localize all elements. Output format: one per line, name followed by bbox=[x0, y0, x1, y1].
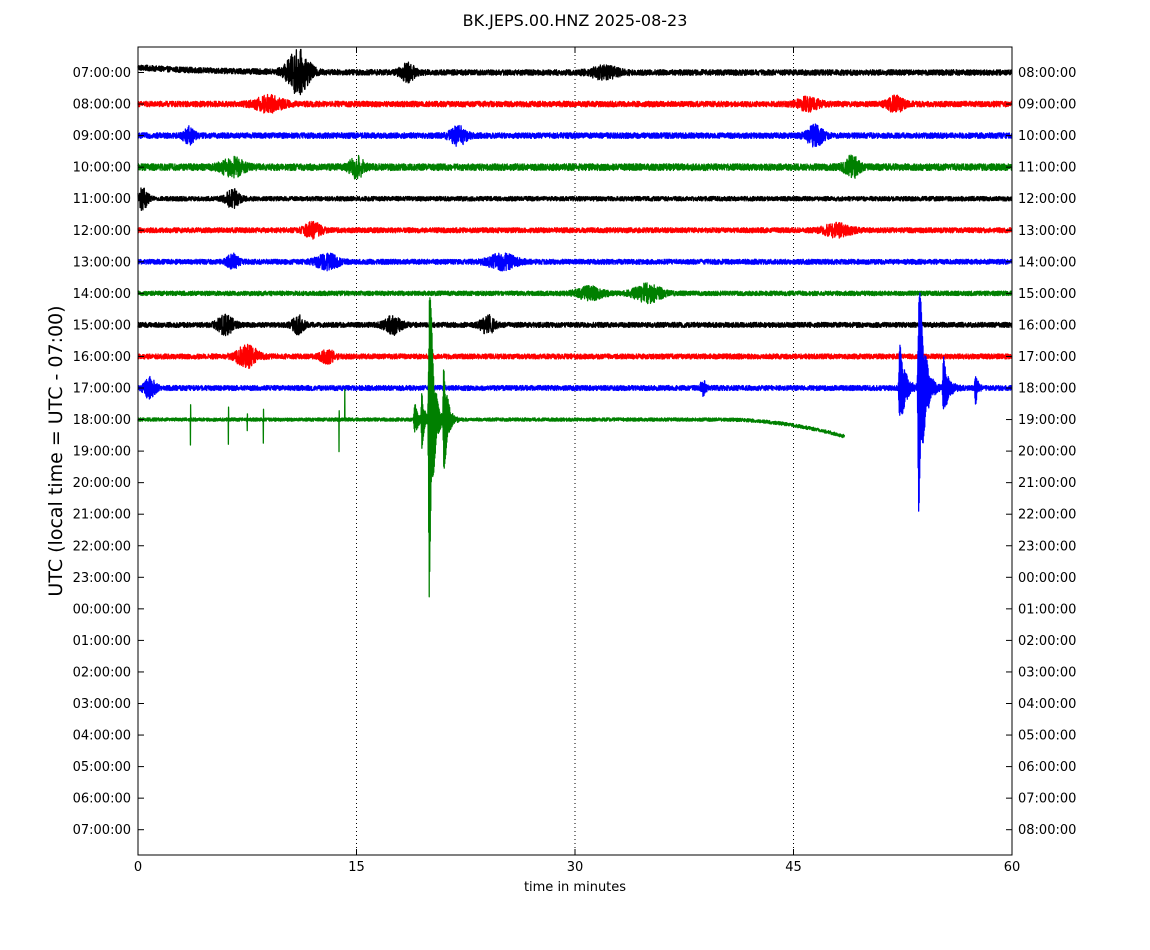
right-tick-label: 05:00:00 bbox=[1018, 729, 1076, 744]
right-tick-label: 21:00:00 bbox=[1018, 476, 1076, 491]
left-tick-label: 07:00:00 bbox=[73, 66, 131, 81]
left-tick-label: 22:00:00 bbox=[73, 539, 131, 554]
right-tick-label: 18:00:00 bbox=[1018, 382, 1076, 397]
left-tick-label: 15:00:00 bbox=[73, 318, 131, 333]
x-axis-label: time in minutes bbox=[524, 880, 626, 895]
left-tick-label: 10:00:00 bbox=[73, 161, 131, 176]
grid-lines bbox=[356, 47, 794, 855]
right-tick-label: 03:00:00 bbox=[1018, 665, 1076, 680]
right-tick-label: 13:00:00 bbox=[1018, 224, 1076, 239]
trace-row-8 bbox=[137, 313, 1013, 337]
trace-row-2 bbox=[137, 123, 1013, 148]
left-tick-label: 04:00:00 bbox=[73, 729, 131, 744]
left-tick-label: 03:00:00 bbox=[73, 697, 131, 712]
left-tick-label: 21:00:00 bbox=[73, 508, 131, 523]
left-tick-label: 01:00:00 bbox=[73, 634, 131, 649]
right-tick-label: 00:00:00 bbox=[1018, 571, 1076, 586]
left-tick-label: 14:00:00 bbox=[73, 287, 131, 302]
left-tick-label: 09:00:00 bbox=[73, 129, 131, 144]
right-tick-label: 19:00:00 bbox=[1018, 413, 1076, 428]
left-tick-label: 13:00:00 bbox=[73, 255, 131, 270]
right-tick-label: 14:00:00 bbox=[1018, 255, 1076, 270]
y-axis-label: UTC (local time = UTC - 07:00) bbox=[45, 305, 67, 596]
trace-row-3 bbox=[137, 154, 1013, 180]
right-tick-label: 10:00:00 bbox=[1018, 129, 1076, 144]
left-tick-label: 12:00:00 bbox=[73, 224, 131, 239]
right-tick-label: 16:00:00 bbox=[1018, 318, 1076, 333]
right-tick-label: 01:00:00 bbox=[1018, 602, 1076, 617]
right-tick-label: 09:00:00 bbox=[1018, 98, 1076, 113]
trace-row-7 bbox=[137, 282, 1013, 305]
x-axis: 0 15 30 45 60 bbox=[134, 47, 1020, 875]
left-tick-label: 20:00:00 bbox=[73, 476, 131, 491]
trace-row-10 bbox=[137, 292, 1013, 512]
right-tick-label: 04:00:00 bbox=[1018, 697, 1076, 712]
right-tick-label: 15:00:00 bbox=[1018, 287, 1076, 302]
right-tick-label: 08:00:00 bbox=[1018, 66, 1076, 81]
trace-row-9 bbox=[137, 343, 1013, 369]
left-tick-label: 07:00:00 bbox=[73, 823, 131, 838]
x-tick-label: 15 bbox=[348, 860, 365, 875]
left-tick-label: 18:00:00 bbox=[73, 413, 131, 428]
left-tick-label: 19:00:00 bbox=[73, 445, 131, 460]
left-tick-label: 02:00:00 bbox=[73, 665, 131, 680]
right-tick-label: 12:00:00 bbox=[1018, 192, 1076, 207]
left-time-axis: 07:00:00 08:00:00 09:00:00 10:00:00 11:00:00… bbox=[73, 66, 144, 838]
x-tick-label: 0 bbox=[134, 860, 142, 875]
x-tick-label: 60 bbox=[1004, 860, 1021, 875]
trace-row-1 bbox=[137, 93, 1013, 114]
left-tick-label: 00:00:00 bbox=[73, 602, 131, 617]
right-tick-label: 17:00:00 bbox=[1018, 350, 1076, 365]
left-tick-label: 08:00:00 bbox=[73, 98, 131, 113]
left-tick-label: 11:00:00 bbox=[73, 192, 131, 207]
right-time-axis: 08:00:00 09:00:00 10:00:00 11:00:00 12:00:00… bbox=[1006, 66, 1076, 838]
right-tick-label: 02:00:00 bbox=[1018, 634, 1076, 649]
seismic-traces bbox=[137, 48, 1013, 598]
left-tick-label: 16:00:00 bbox=[73, 350, 131, 365]
x-tick-label: 45 bbox=[785, 860, 802, 875]
trace-row-11 bbox=[137, 297, 846, 598]
right-tick-label: 11:00:00 bbox=[1018, 161, 1076, 176]
trace-row-6 bbox=[137, 252, 1013, 272]
right-tick-label: 08:00:00 bbox=[1018, 823, 1076, 838]
left-tick-label: 05:00:00 bbox=[73, 760, 131, 775]
chart-title: BK.JEPS.00.HNZ 2025-08-23 bbox=[463, 11, 688, 30]
x-tick-label: 30 bbox=[567, 860, 584, 875]
right-tick-label: 07:00:00 bbox=[1018, 792, 1076, 807]
right-tick-label: 23:00:00 bbox=[1018, 539, 1076, 554]
left-tick-label: 23:00:00 bbox=[73, 571, 131, 586]
trace-row-5 bbox=[137, 220, 1013, 240]
left-tick-label: 06:00:00 bbox=[73, 792, 131, 807]
trace-row-4 bbox=[137, 187, 1013, 212]
trace-row-0 bbox=[137, 48, 1013, 96]
right-tick-label: 20:00:00 bbox=[1018, 445, 1076, 460]
right-tick-label: 06:00:00 bbox=[1018, 760, 1076, 775]
right-tick-label: 22:00:00 bbox=[1018, 508, 1076, 523]
left-tick-label: 17:00:00 bbox=[73, 382, 131, 397]
